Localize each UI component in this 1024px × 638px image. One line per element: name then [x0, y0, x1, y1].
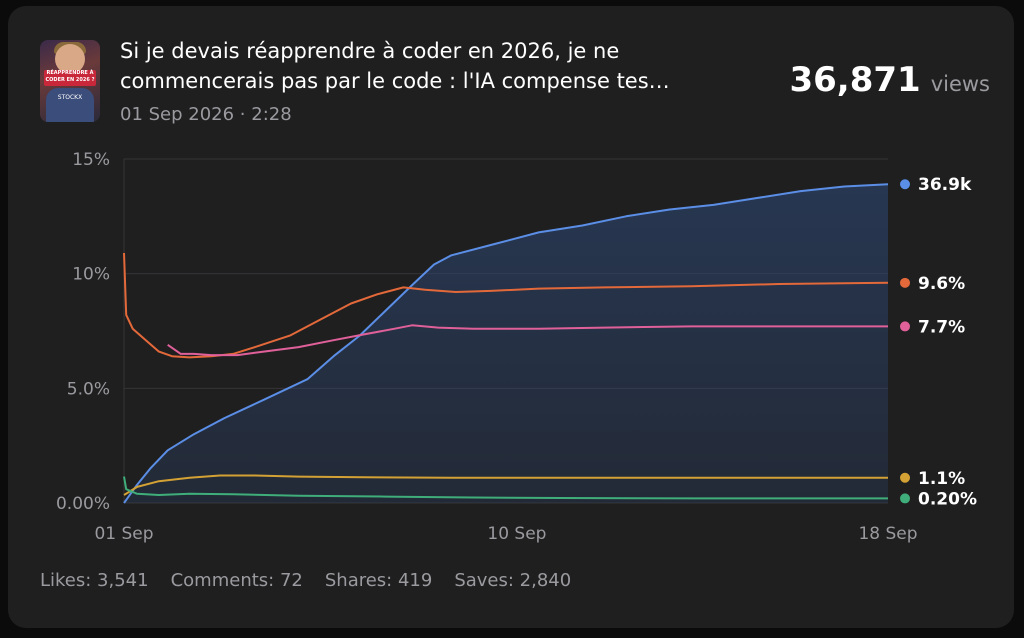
- y-tick-label: 10%: [72, 265, 110, 285]
- y-tick-label: 5.0%: [67, 379, 110, 399]
- likes-stat: Likes: 3,541: [40, 570, 149, 591]
- series-end-label: 9.6%: [918, 274, 965, 294]
- video-thumbnail[interactable]: RÉAPPRENDRE À CODER EN 2026 ? STOCKX: [40, 40, 100, 122]
- thumbnail-banner-text: RÉAPPRENDRE À CODER EN 2026 ?: [45, 70, 95, 83]
- y-tick-label: 15%: [72, 150, 110, 170]
- series-end-label: 7.7%: [918, 317, 965, 337]
- views-summary: 36,871 views: [789, 60, 990, 100]
- series-end-label: 36.9k: [918, 175, 972, 195]
- comments-stat: Comments: 72: [170, 570, 303, 591]
- x-tick-label: 01 Sep: [94, 524, 153, 544]
- x-tick-label: 10 Sep: [487, 524, 546, 544]
- views-label: views: [930, 72, 990, 96]
- series-end-label: 0.20%: [918, 489, 977, 509]
- series-end-dot: [900, 179, 910, 190]
- video-title[interactable]: Si je devais réapprendre à coder en 2026…: [120, 39, 670, 93]
- series-area: [124, 184, 888, 503]
- thumbnail-face: [55, 44, 85, 74]
- saves-stat: Saves: 2,840: [454, 570, 572, 591]
- series-end-dot: [900, 321, 910, 332]
- y-tick-label: 0.00%: [56, 494, 110, 514]
- series-line: [123, 474, 888, 496]
- series-end-dot: [900, 493, 910, 504]
- thumbnail-shirt: STOCKX: [46, 88, 94, 122]
- series-line: [167, 324, 888, 357]
- series-end-dot: [900, 277, 910, 288]
- stats-row: Likes: 3,541 Comments: 72 Shares: 419 Sa…: [40, 570, 571, 591]
- thumbnail-shirt-text: STOCKX: [57, 94, 83, 101]
- series-line: [123, 252, 889, 359]
- series-end-label: 1.1%: [918, 469, 965, 489]
- series-line: [123, 476, 888, 500]
- series-line: [123, 183, 889, 504]
- views-count: 36,871: [789, 60, 921, 100]
- engagement-chart: 0.00% 5.0% 10% 15% 01 Sep 10 Sep 18 Sep 36.9k 9.…: [56, 150, 977, 544]
- thumbnail-banner: RÉAPPRENDRE À CODER EN 2026 ?: [44, 70, 96, 86]
- video-date-duration: 01 Sep 2026 · 2:28: [120, 104, 292, 125]
- shares-stat: Shares: 419: [324, 570, 433, 591]
- series-end-dot: [900, 472, 910, 483]
- video-analytics-card: RÉAPPRENDRE À CODER EN 2026 ? STOCKX Si …: [8, 6, 1014, 628]
- x-tick-label: 18 Sep: [858, 524, 917, 544]
